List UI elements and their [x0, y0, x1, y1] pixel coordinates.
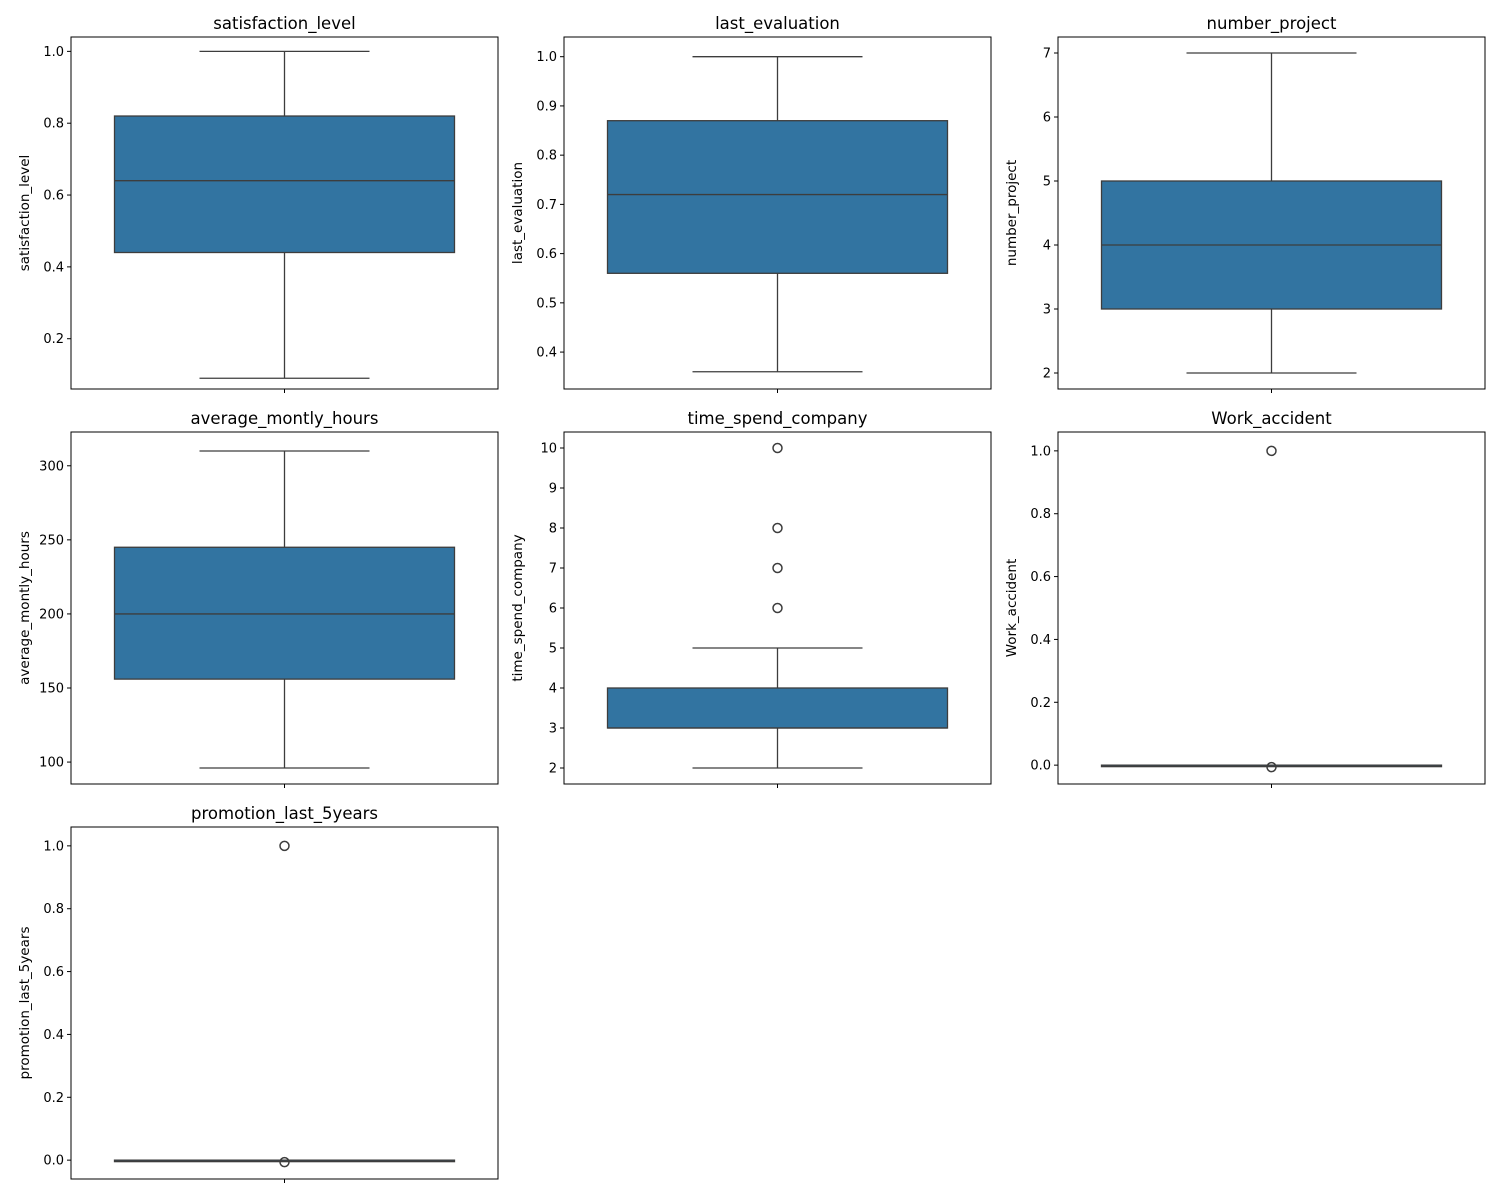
axes-frame: [70, 826, 499, 1180]
y-tick-label: 300: [39, 459, 64, 474]
subplot-average_montly_hours: average_montly_hours average_montly_hours…: [17, 409, 499, 788]
outlier-point: [1266, 761, 1277, 773]
y-tick-label: 7: [549, 562, 557, 577]
y-tick-label: 3: [549, 722, 557, 737]
y-tick-label: 0.8: [43, 117, 64, 132]
axes-frame: [563, 431, 992, 785]
subplot-title: promotion_last_5years: [191, 804, 378, 824]
y-tick-label: 5: [549, 642, 557, 657]
y-tick-label: 0.4: [1030, 633, 1051, 648]
y-tick-label: 0.6: [1030, 570, 1051, 585]
y-tick-label: 0.4: [43, 260, 64, 275]
subplot-title: number_project: [1207, 14, 1337, 34]
y-tick-label: 0.7: [536, 198, 557, 213]
y-tick-label: 150: [39, 682, 64, 697]
subplot-title: last_evaluation: [715, 14, 840, 34]
axes-frame: [70, 36, 499, 390]
y-tick-label: 7: [1043, 47, 1051, 62]
subplot-satisfaction_level: satisfaction_level satisfaction_level 0.2 0…: [17, 14, 499, 393]
y-tick-label: 0.9: [536, 99, 557, 114]
y-tick-label: 6: [1043, 111, 1051, 126]
outlier-point: [772, 562, 783, 574]
box-iqr: [606, 120, 949, 274]
y-tick-label: 200: [39, 607, 64, 622]
y-tick-label: 0.2: [43, 1091, 64, 1106]
box-iqr: [113, 115, 456, 254]
y-tick-label: 0.0: [1030, 759, 1051, 774]
axes-frame: [563, 36, 992, 390]
outlier-point: [772, 602, 783, 614]
subplot-time_spend_company: time_spend_company time_spend_company 2 3 4 5…: [510, 409, 992, 788]
y-tick-label: 1.0: [43, 839, 64, 854]
y-axis-label: time_spend_company: [510, 534, 526, 681]
y-tick-label: 9: [549, 482, 557, 497]
subplot-title: time_spend_company: [688, 409, 868, 429]
y-tick-label: 0.8: [43, 902, 64, 917]
subplot-last_evaluation: last_evaluation last_evaluation 0.4 0.5 0.6 0…: [510, 14, 992, 393]
y-tick-label: 0.6: [536, 247, 557, 262]
subplot-promotion_last_5years: promotion_last_5years promotion_last_5yea…: [17, 804, 499, 1183]
subplot-title: Work_accident: [1211, 409, 1332, 429]
subplot-title: satisfaction_level: [213, 14, 355, 34]
axes-frame: [1057, 36, 1486, 390]
y-tick-label: 0.6: [43, 965, 64, 980]
y-tick-label: 1.0: [536, 50, 557, 65]
y-tick-label: 8: [549, 522, 557, 537]
y-tick-label: 0.8: [1030, 507, 1051, 522]
y-tick-label: 2: [549, 762, 557, 777]
y-tick-label: 0.4: [536, 346, 557, 361]
y-tick-label: 0.8: [536, 149, 557, 164]
subplot-title: average_montly_hours: [191, 409, 379, 429]
y-tick-label: 1.0: [1030, 444, 1051, 459]
box-iqr: [606, 687, 949, 729]
y-axis-label: average_montly_hours: [17, 531, 33, 685]
y-axis-label: promotion_last_5years: [17, 927, 33, 1080]
box-iqr: [113, 546, 456, 680]
y-tick-label: 4: [1043, 239, 1051, 254]
y-tick-label: 0.0: [43, 1154, 64, 1169]
y-tick-label: 0.6: [43, 189, 64, 204]
axes-frame: [1057, 431, 1486, 785]
y-tick-label: 4: [549, 682, 557, 697]
y-tick-label: 5: [1043, 175, 1051, 190]
outlier-point: [772, 522, 783, 534]
axes-frame: [70, 431, 499, 785]
y-tick-label: 0.2: [43, 332, 64, 347]
outlier-point: [772, 442, 783, 454]
y-axis-label: last_evaluation: [510, 162, 526, 264]
y-tick-label: 0.2: [1030, 696, 1051, 711]
y-axis-label: satisfaction_level: [17, 155, 33, 272]
y-tick-label: 2: [1043, 367, 1051, 382]
y-axis-label: Work_accident: [1004, 559, 1020, 658]
subplot-number_project: number_project number_project 2 3 4 5 6 7: [1004, 14, 1486, 393]
y-tick-label: 0.5: [536, 296, 557, 311]
y-tick-label: 100: [39, 756, 64, 771]
y-tick-label: 3: [1043, 303, 1051, 318]
y-tick-label: 10: [540, 442, 557, 457]
y-tick-label: 250: [39, 533, 64, 548]
outlier-point: [279, 840, 290, 852]
outlier-point: [1266, 445, 1277, 457]
y-axis-label: number_project: [1004, 160, 1020, 266]
subplot-Work_accident: Work_accident Work_accident 0.0 0.2 0.4 0.6 0.…: [1004, 409, 1486, 788]
outlier-point: [279, 1156, 290, 1168]
y-tick-label: 0.4: [43, 1028, 64, 1043]
y-tick-label: 6: [549, 602, 557, 617]
y-tick-label: 1.0: [43, 45, 64, 60]
